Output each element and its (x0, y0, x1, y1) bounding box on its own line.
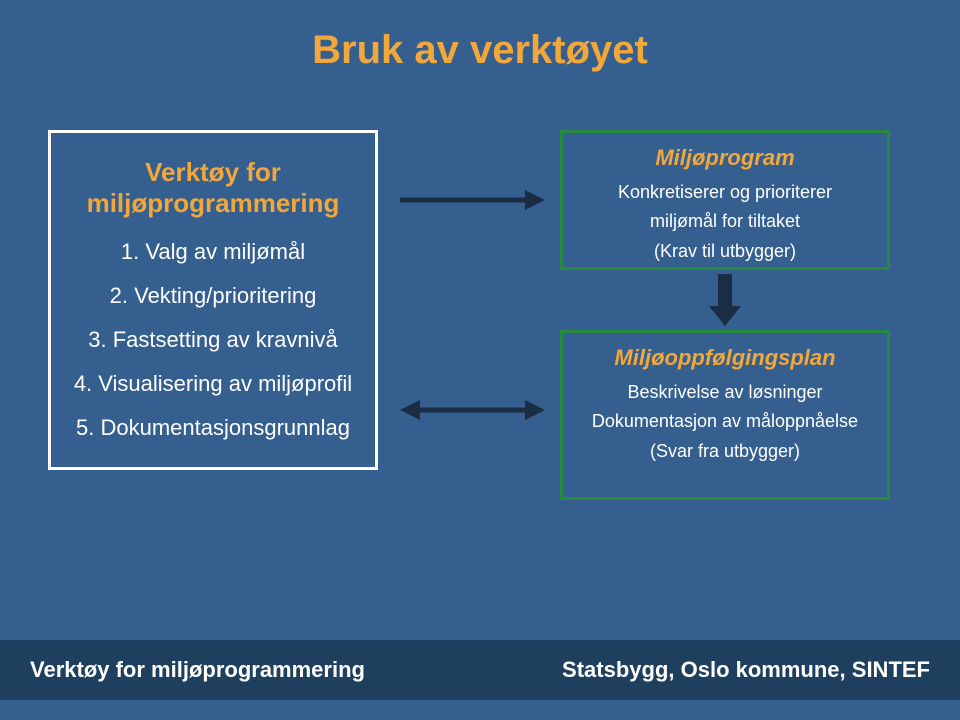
list-item: 3. Fastsetting av kravnivå (61, 329, 365, 351)
footer-left: Verktøy for miljøprogrammering (30, 657, 365, 683)
left-title-line1: Verktøy for (145, 157, 281, 187)
list-item: 5. Dokumentasjonsgrunnlag (61, 417, 365, 439)
left-title-line2: miljøprogrammering (87, 188, 340, 218)
footer-right: Statsbygg, Oslo kommune, SINTEF (562, 657, 930, 683)
right-bot-line: Beskrivelse av løsninger (573, 381, 877, 404)
right-bot-line: (Svar fra utbygger) (573, 440, 877, 463)
arrow-top-to-bot (705, 272, 745, 330)
slide-title: Bruk av verktøyet (0, 28, 960, 73)
list-item: 4. Visualisering av miljøprofil (61, 373, 365, 395)
footer-bar: Verktøy for miljøprogrammering Statsbygg… (0, 640, 960, 700)
right-box-bot: Miljøoppfølgingsplan Beskrivelse av løsn… (560, 330, 890, 500)
right-bot-line: Dokumentasjon av måloppnåelse (573, 410, 877, 433)
right-box-top: Miljøprogram Konkretiserer og prioritere… (560, 130, 890, 270)
left-box-title: Verktøy for miljøprogrammering (61, 157, 365, 219)
right-bot-title: Miljøoppfølgingsplan (573, 345, 877, 371)
left-box: Verktøy for miljøprogrammering 1. Valg a… (48, 130, 378, 470)
right-top-line: Konkretiserer og prioriterer (573, 181, 877, 204)
right-top-line: miljømål for tiltaket (573, 210, 877, 233)
left-box-list: 1. Valg av miljømål 2. Vekting/prioriter… (61, 241, 365, 439)
right-top-title: Miljøprogram (573, 145, 877, 171)
list-item: 2. Vekting/prioritering (61, 285, 365, 307)
arrow-left-to-bot (395, 395, 550, 425)
right-top-line: (Krav til utbygger) (573, 240, 877, 263)
arrow-left-to-top (395, 185, 550, 215)
list-item: 1. Valg av miljømål (61, 241, 365, 263)
